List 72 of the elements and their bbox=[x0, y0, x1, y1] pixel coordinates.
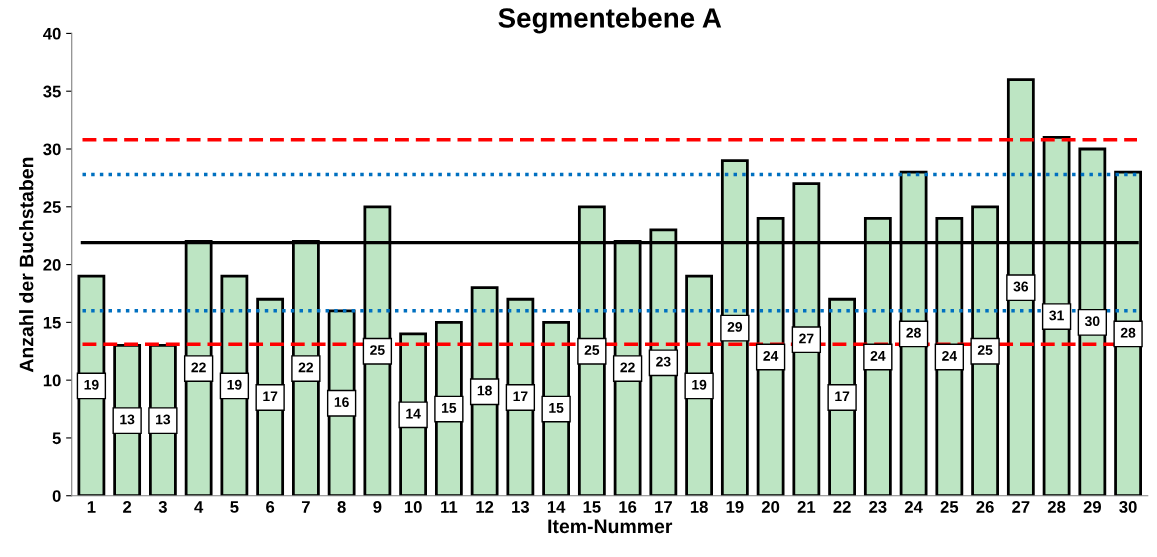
y-tick-label: 0 bbox=[52, 490, 61, 502]
y-tick-label: 20 bbox=[43, 258, 61, 271]
x-tick-label: 14 bbox=[547, 501, 566, 513]
x-tick-label: 8 bbox=[337, 501, 346, 513]
x-tick-label: 21 bbox=[797, 501, 816, 513]
data-label: 28 bbox=[906, 327, 921, 338]
data-label: 13 bbox=[156, 414, 171, 425]
data-label: 18 bbox=[477, 385, 492, 396]
data-label: 15 bbox=[549, 403, 564, 413]
data-label: 22 bbox=[191, 362, 206, 373]
data-label: 31 bbox=[1049, 310, 1064, 321]
y-tick-label: 25 bbox=[43, 201, 61, 213]
x-tick-label: 23 bbox=[869, 501, 887, 513]
x-tick-label: 13 bbox=[512, 501, 530, 513]
data-label: 30 bbox=[1084, 316, 1100, 327]
data-label: 24 bbox=[763, 350, 779, 361]
y-tick-label: 35 bbox=[43, 85, 61, 98]
data-label: 25 bbox=[977, 345, 993, 355]
x-tick-label: 7 bbox=[301, 501, 310, 513]
y-tick-label: 30 bbox=[43, 143, 61, 156]
data-label: 22 bbox=[620, 362, 635, 373]
y-tick-label: 40 bbox=[43, 27, 61, 40]
data-label: 17 bbox=[513, 391, 528, 402]
data-label: 19 bbox=[692, 379, 707, 390]
x-tick-label: 20 bbox=[761, 501, 780, 513]
x-tick-label: 1 bbox=[87, 501, 96, 513]
x-tick-label: 30 bbox=[1119, 501, 1137, 513]
y-tick-label: 5 bbox=[52, 432, 61, 445]
data-label: 16 bbox=[334, 397, 349, 407]
x-tick-label: 6 bbox=[266, 501, 275, 513]
x-tick-label: 24 bbox=[904, 501, 923, 513]
y-tick-label: 15 bbox=[43, 316, 61, 329]
x-tick-label: 10 bbox=[404, 501, 422, 513]
data-label: 36 bbox=[1013, 281, 1029, 292]
x-tick-label: 15 bbox=[583, 501, 601, 513]
x-tick-label: 11 bbox=[441, 501, 458, 513]
data-label: 28 bbox=[1120, 327, 1136, 338]
data-label: 24 bbox=[870, 350, 886, 361]
data-label: 14 bbox=[406, 408, 421, 419]
x-tick-label: 28 bbox=[1047, 501, 1066, 513]
x-tick-label: 2 bbox=[123, 501, 132, 513]
data-label: 27 bbox=[799, 333, 814, 344]
x-tick-label: 26 bbox=[976, 501, 994, 513]
x-tick-label: 3 bbox=[158, 501, 167, 513]
chart-title: Segmentebene A bbox=[498, 7, 722, 34]
data-label: 19 bbox=[227, 379, 242, 390]
x-tick-label: 22 bbox=[833, 501, 851, 513]
data-label: 17 bbox=[263, 391, 278, 402]
x-tick-label: 25 bbox=[940, 501, 959, 513]
x-tick-label: 4 bbox=[194, 501, 204, 513]
data-label: 25 bbox=[370, 345, 385, 355]
x-tick-label: 18 bbox=[690, 501, 708, 513]
data-label: 22 bbox=[298, 362, 314, 373]
data-label: 24 bbox=[942, 350, 957, 361]
x-axis-title: Item-Nummer bbox=[548, 519, 673, 534]
y-axis-title: Anzahl der Buchstaben bbox=[19, 157, 34, 373]
x-tick-label: 27 bbox=[1012, 501, 1030, 513]
data-label: 13 bbox=[120, 414, 135, 425]
x-tick-label: 9 bbox=[373, 501, 382, 513]
x-tick-label: 17 bbox=[655, 501, 672, 513]
data-label: 15 bbox=[442, 403, 457, 413]
data-label: 19 bbox=[84, 379, 99, 390]
data-label: 29 bbox=[727, 322, 743, 332]
data-label: 17 bbox=[835, 391, 850, 402]
data-label: 25 bbox=[584, 345, 600, 355]
x-tick-label: 19 bbox=[726, 501, 744, 513]
x-tick-label: 16 bbox=[619, 501, 637, 513]
x-tick-label: 5 bbox=[230, 501, 239, 513]
x-tick-label: 29 bbox=[1083, 501, 1101, 513]
y-tick-label: 10 bbox=[43, 374, 61, 387]
x-tick-label: 12 bbox=[476, 501, 494, 513]
data-label: 23 bbox=[656, 356, 671, 367]
